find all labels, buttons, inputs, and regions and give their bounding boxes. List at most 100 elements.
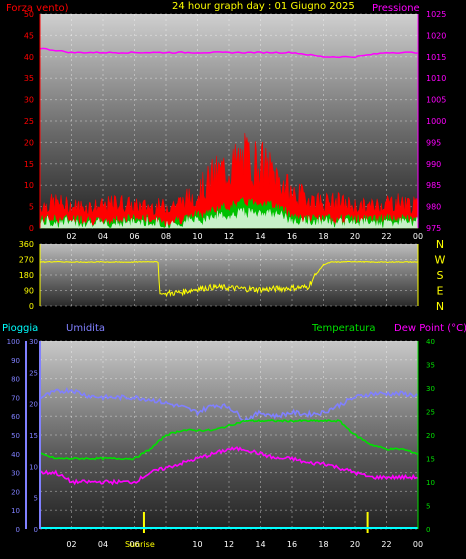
pressure-tick-label: 1005 [426, 96, 446, 105]
rain-tick-label: 70 [11, 394, 20, 402]
temp-x-tick-label: 20 [350, 540, 360, 549]
temp-panel-axes: 0102030405060708090100051015202530051015… [7, 338, 435, 549]
wind-panel-axes: 0510152025303540455097598098599099510001… [24, 10, 447, 241]
temperature-tick-label: 35 [426, 362, 435, 370]
rain-tick-label: 50 [11, 432, 20, 440]
temp-x-tick-label: 02 [66, 540, 76, 549]
direction-panel-marks [39, 260, 419, 298]
temp-x-tick-label: 10 [192, 540, 202, 549]
wind-x-tick-label: 10 [192, 232, 202, 241]
temperature-tick-label: 0 [426, 526, 430, 534]
wind-light-area [39, 207, 419, 229]
wind-x-tick-label: 16 [287, 232, 297, 241]
temp-panel-marks [39, 386, 419, 533]
temp-x-tick-label: 14 [255, 540, 265, 549]
wind-panel-marks [39, 47, 419, 229]
direction-tick-label: 180 [19, 271, 34, 280]
rain-tick-label: 0 [16, 526, 20, 534]
humidity-tick-label: 25 [29, 369, 38, 377]
wind-x-tick-label: 18 [318, 232, 328, 241]
pressure-tick-label: 1020 [426, 31, 446, 40]
pressure-label: Pressione [372, 3, 420, 14]
humidity-label: Umidita [66, 323, 105, 334]
direction-tick-label: 360 [19, 240, 34, 249]
temperature-tick-label: 40 [426, 338, 435, 346]
direction-tick-label: 90 [24, 287, 34, 296]
dewpoint-label: Dew Point (°C) [394, 323, 466, 334]
wind-x-tick-label: 08 [161, 232, 171, 241]
pressure-tick-label: 1025 [426, 10, 446, 19]
temp-x-tick-label: 00 [413, 540, 423, 549]
wind-x-tick-label: 06 [129, 232, 139, 241]
rain-tick-label: 60 [11, 413, 20, 421]
wind-gust-area [39, 132, 419, 229]
rain-tick-label: 10 [11, 507, 20, 515]
wind-x-tick-label: 02 [66, 232, 76, 241]
rain-tick-label: 90 [11, 357, 20, 365]
wind-tick-label: 45 [24, 31, 34, 40]
humidity-tick-label: 15 [29, 432, 38, 440]
temp-x-tick-label: 18 [318, 540, 328, 549]
temperature-tick-label: 15 [426, 456, 435, 464]
humidity-tick-label: 30 [29, 338, 38, 346]
temp-x-tick-label: 22 [381, 540, 391, 549]
wind-x-tick-label: 00 [413, 232, 423, 241]
rain-tick-label: 20 [11, 488, 20, 496]
humidity-tick-label: 10 [29, 463, 38, 471]
humidity-tick-label: 5 [34, 495, 38, 503]
wind-tick-label: 50 [24, 10, 34, 19]
direction-compass-label: W [435, 254, 446, 267]
pressure-line [39, 47, 419, 59]
wind-tick-label: 10 [24, 181, 34, 190]
pressure-tick-label: 995 [426, 138, 441, 147]
humidity-line [39, 386, 419, 423]
wind-x-tick-label: 14 [255, 232, 265, 241]
direction-compass-label: E [437, 285, 444, 298]
direction-tick-label: 0 [29, 302, 34, 311]
temp-x-tick-label: 04 [98, 540, 108, 549]
wind-tick-label: 25 [24, 117, 34, 126]
pressure-tick-label: 975 [426, 224, 441, 233]
pressure-tick-label: 1010 [426, 74, 446, 83]
pressure-tick-label: 1000 [426, 117, 446, 126]
wind-tick-label: 35 [24, 74, 34, 83]
temp-x-tick-label: 06 [129, 540, 139, 549]
direction-compass-label: N [436, 300, 444, 313]
chart-title: 24 hour graph day : 01 Giugno 2025 [172, 1, 355, 12]
wind-x-tick-label: 04 [98, 232, 108, 241]
wind-tick-label: 30 [24, 96, 34, 105]
temperature-label: Temperatura [311, 323, 376, 334]
rain-tick-label: 80 [11, 376, 20, 384]
wind-label: Forza vento) [6, 3, 69, 14]
dewpoint-line [39, 446, 419, 486]
pressure-tick-label: 1015 [426, 53, 446, 62]
direction-tick-label: 270 [19, 256, 34, 265]
wind-x-tick-label: 20 [350, 232, 360, 241]
wind-tick-label: 20 [24, 138, 34, 147]
rain-label: Pioggia [2, 323, 38, 334]
humidity-tick-label: 20 [29, 401, 38, 409]
rain-tick-label: 30 [11, 470, 20, 478]
temperature-tick-label: 20 [426, 432, 435, 440]
temperature-tick-label: 10 [426, 479, 435, 487]
temperature-tick-label: 25 [426, 409, 435, 417]
wind-x-tick-label: 12 [224, 232, 234, 241]
temperature-line [39, 419, 419, 461]
temp-x-tick-label: 12 [224, 540, 234, 549]
wind-direction-line [39, 260, 419, 298]
pressure-tick-label: 985 [426, 181, 441, 190]
wind-x-tick-label: 22 [381, 232, 391, 241]
temp-x-tick-label: 16 [287, 540, 297, 549]
direction-panel-bg [40, 244, 418, 306]
rain-tick-label: 40 [11, 451, 20, 459]
humidity-tick-label: 0 [34, 526, 38, 534]
wind-tick-label: 0 [29, 224, 34, 233]
temperature-tick-label: 5 [426, 503, 430, 511]
direction-compass-label: S [437, 269, 444, 282]
pressure-tick-label: 980 [426, 203, 441, 212]
rain-tick-label: 100 [7, 338, 20, 346]
wind-tick-label: 40 [24, 53, 34, 62]
